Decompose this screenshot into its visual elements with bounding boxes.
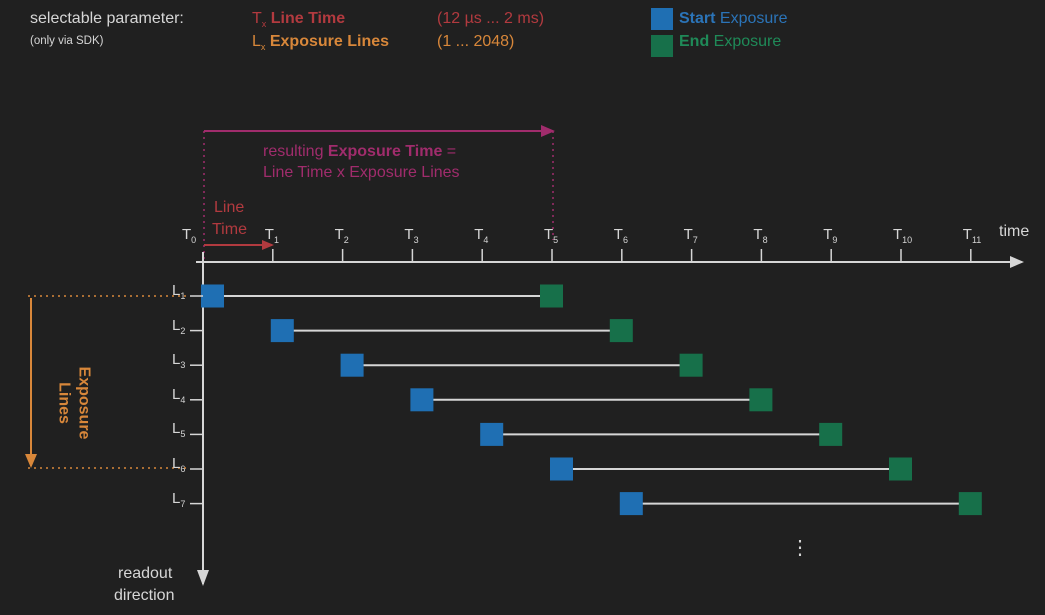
start-exposure-marker — [340, 353, 364, 377]
line-time-label-line2: Time — [212, 221, 247, 238]
end-exposure-marker — [540, 284, 563, 308]
line-time-symbol: T — [252, 10, 262, 27]
exposure-time-suffix: = — [442, 143, 457, 160]
time-tick-label: T11 — [962, 226, 982, 245]
time-tick-label: T3 — [404, 226, 419, 245]
start-exposure-marker — [550, 457, 573, 481]
exposure-time-bold: Exposure Time — [327, 143, 443, 160]
line-label: L6 — [172, 455, 186, 474]
selectable-parameter-label: selectable parameter: — [30, 10, 184, 27]
line-time-range: (12 µs ... 2 ms) — [437, 10, 545, 27]
end-exposure-swatch — [651, 35, 673, 57]
line-label: L7 — [172, 489, 186, 509]
end-exposure-marker — [749, 388, 773, 412]
end-exposure-marker — [679, 353, 703, 377]
exposure-lines-param: Lx Exposure Lines — [252, 33, 390, 52]
line-label: L5 — [172, 420, 186, 440]
time-tick-label: T9 — [823, 226, 838, 245]
time-tick-label: T4 — [474, 226, 489, 245]
line-label: L3 — [172, 351, 186, 371]
exposure-lines-range: (1 ... 2048) — [437, 33, 515, 50]
start-exposure-marker — [270, 319, 294, 343]
end-exposure-marker — [889, 457, 912, 481]
time-tick-label: T6 — [613, 226, 628, 245]
start-exposure-marker — [619, 492, 643, 516]
time-tick-label: T8 — [753, 226, 768, 245]
legend-end-bold: End — [679, 33, 710, 50]
exposure-lines-symbol-sub: x — [260, 42, 266, 52]
exposure-time-prefix: resulting — [263, 143, 328, 160]
exposure-time-formula-line2: Line Time x Exposure Lines — [263, 164, 460, 181]
exposure-time-formula: resulting Exposure Time = — [263, 143, 456, 161]
time-tick-label: T1 — [264, 226, 279, 245]
start-exposure-marker — [201, 284, 224, 308]
exposure-lines-name: Exposure Lines — [269, 33, 390, 50]
legend-start-rest: Exposure — [715, 10, 788, 27]
more-lines-ellipsis: ⋮ — [790, 537, 810, 559]
line-label: L2 — [172, 316, 186, 336]
readout-label-line1: readout — [118, 565, 173, 582]
time-axis-label: time — [999, 223, 1030, 240]
exposure-lines-symbol: L — [252, 33, 261, 50]
end-exposure-marker — [609, 319, 633, 343]
line-time-param: Tx Line Time — [252, 10, 346, 29]
line-label: L4 — [172, 385, 186, 405]
line-time-label-line1: Line — [214, 199, 245, 216]
legend-end-rest: Exposure — [709, 33, 782, 50]
end-exposure-marker — [958, 492, 982, 516]
line-time-name: Line Time — [270, 10, 346, 27]
time-tick-label: T7 — [683, 226, 698, 245]
time-tick-label: T5 — [544, 226, 559, 245]
time-tick-label: T2 — [334, 226, 349, 245]
start-exposure-marker — [480, 422, 504, 446]
line-time-symbol-sub: x — [261, 19, 267, 29]
end-exposure-marker — [819, 422, 843, 446]
legend-start-bold: Start — [679, 10, 716, 27]
exposure-lines-vertical-label: Exposure Lines — [53, 367, 93, 440]
sdk-note: (only via SDK) — [30, 35, 104, 47]
exposure-lines-vertical-line2: Lines — [55, 382, 73, 424]
start-exposure-marker — [410, 388, 434, 412]
readout-label-line2: direction — [114, 587, 175, 604]
exposure-lines-vertical-line1: Exposure — [75, 366, 93, 440]
line-label: L1 — [172, 282, 186, 301]
legend-start-exposure: Start Exposure — [679, 10, 788, 28]
time-tick-label: T0 — [182, 226, 197, 245]
time-tick-label: T10 — [893, 226, 913, 245]
legend-end-exposure: End Exposure — [679, 33, 781, 51]
start-exposure-swatch — [651, 8, 673, 30]
